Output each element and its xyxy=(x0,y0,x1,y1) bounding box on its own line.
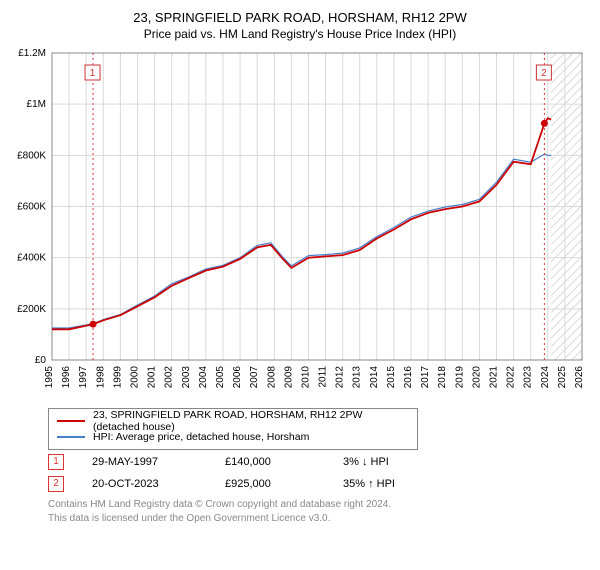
transaction-price: £140,000 xyxy=(225,456,315,468)
transaction-pct: 35% ↑ HPI xyxy=(343,478,443,490)
svg-text:2010: 2010 xyxy=(300,366,311,389)
svg-text:2004: 2004 xyxy=(198,366,209,389)
legend-item-1: 23, SPRINGFIELD PARK ROAD, HORSHAM, RH12… xyxy=(57,413,409,429)
svg-text:£400K: £400K xyxy=(17,253,46,264)
svg-text:2018: 2018 xyxy=(437,366,448,389)
svg-text:1998: 1998 xyxy=(95,366,106,389)
svg-text:1995: 1995 xyxy=(44,366,55,389)
legend-label-1: 23, SPRINGFIELD PARK ROAD, HORSHAM, RH12… xyxy=(93,409,409,433)
legend: 23, SPRINGFIELD PARK ROAD, HORSHAM, RH12… xyxy=(48,408,418,450)
svg-text:2023: 2023 xyxy=(523,366,534,389)
transaction-date: 29-MAY-1997 xyxy=(92,456,197,468)
svg-text:2001: 2001 xyxy=(147,366,158,389)
legend-swatch-2 xyxy=(57,436,85,438)
svg-text:2024: 2024 xyxy=(540,366,551,389)
svg-text:2019: 2019 xyxy=(454,366,465,389)
svg-text:2025: 2025 xyxy=(557,366,568,389)
svg-text:2007: 2007 xyxy=(249,366,260,389)
svg-text:2: 2 xyxy=(541,68,547,79)
svg-text:2012: 2012 xyxy=(335,366,346,389)
svg-text:2009: 2009 xyxy=(283,366,294,389)
svg-text:2020: 2020 xyxy=(471,366,482,389)
svg-text:2017: 2017 xyxy=(420,366,431,389)
transaction-row: 2 20-OCT-2023 £925,000 35% ↑ HPI xyxy=(48,476,590,492)
svg-text:2005: 2005 xyxy=(215,366,226,389)
svg-text:2016: 2016 xyxy=(403,366,414,389)
transaction-date: 20-OCT-2023 xyxy=(92,478,197,490)
svg-text:£800K: £800K xyxy=(17,150,46,161)
svg-text:2013: 2013 xyxy=(352,366,363,389)
chart-subtitle: Price paid vs. HM Land Registry's House … xyxy=(0,27,600,41)
legend-label-2: HPI: Average price, detached house, Hors… xyxy=(93,431,309,443)
transaction-pct: 3% ↓ HPI xyxy=(343,456,443,468)
svg-text:2002: 2002 xyxy=(164,366,175,389)
svg-text:2026: 2026 xyxy=(574,366,585,389)
chart-container: 23, SPRINGFIELD PARK ROAD, HORSHAM, RH12… xyxy=(0,10,600,570)
svg-text:2000: 2000 xyxy=(129,366,140,389)
svg-text:1997: 1997 xyxy=(78,366,89,389)
chart-plot: £0 £200K £400K £600K £800K £1M £1.2M 1995 1996 19… xyxy=(10,47,590,402)
transaction-row: 1 29-MAY-1997 £140,000 3% ↓ HPI xyxy=(48,454,590,470)
svg-text:2015: 2015 xyxy=(386,366,397,389)
svg-text:2021: 2021 xyxy=(489,366,500,389)
transactions-table: 1 29-MAY-1997 £140,000 3% ↓ HPI 2 20-OCT… xyxy=(48,454,590,492)
footer-line-1: Contains HM Land Registry data © Crown c… xyxy=(48,498,590,512)
svg-text:2008: 2008 xyxy=(266,366,277,389)
transaction-marker-icon: 1 xyxy=(48,454,64,470)
svg-text:2022: 2022 xyxy=(506,366,517,389)
svg-text:1996: 1996 xyxy=(61,366,72,389)
svg-text:£1.2M: £1.2M xyxy=(18,48,46,59)
legend-swatch-1 xyxy=(57,420,85,422)
svg-text:£600K: £600K xyxy=(17,202,46,213)
svg-text:2006: 2006 xyxy=(232,366,243,389)
footer-attribution: Contains HM Land Registry data © Crown c… xyxy=(48,498,590,525)
svg-text:2014: 2014 xyxy=(369,366,380,389)
svg-text:£1M: £1M xyxy=(27,99,46,110)
footer-line-2: This data is licensed under the Open Gov… xyxy=(48,512,590,526)
svg-text:1: 1 xyxy=(90,68,96,79)
transaction-marker-icon: 2 xyxy=(48,476,64,492)
transaction-price: £925,000 xyxy=(225,478,315,490)
chart-title: 23, SPRINGFIELD PARK ROAD, HORSHAM, RH12… xyxy=(0,10,600,25)
svg-text:2003: 2003 xyxy=(181,366,192,389)
svg-text:£0: £0 xyxy=(35,355,47,366)
svg-text:2011: 2011 xyxy=(318,366,329,388)
svg-text:1999: 1999 xyxy=(112,366,123,389)
svg-text:£200K: £200K xyxy=(17,304,46,315)
